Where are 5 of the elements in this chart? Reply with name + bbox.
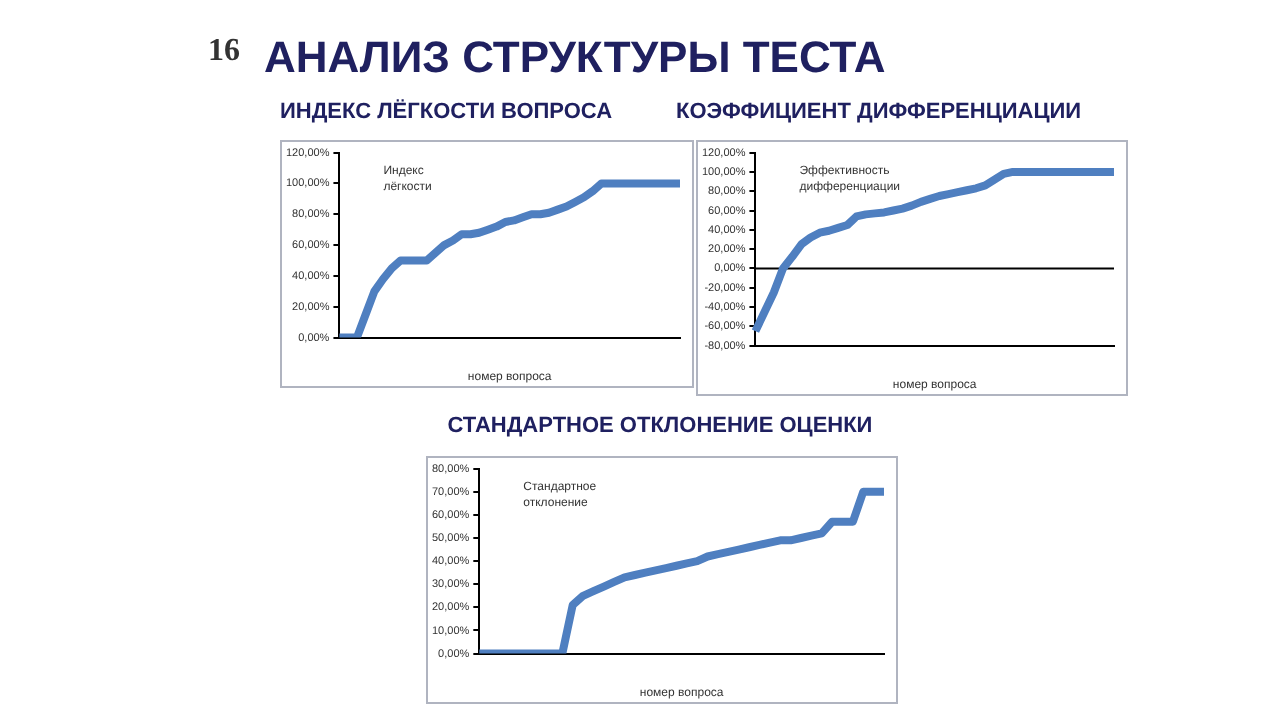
text: АНАЛИЗ СТРУКТУРЫ ТЕСТА: [264, 32, 886, 84]
chart-title: КОЭФФИЦИЕНТ ДИФФЕРЕНЦИАЦИИ: [676, 100, 1082, 124]
chart-title: СТАНДАРТНОЕ ОТКЛОНЕНИЕ ОЦЕНКИ: [445, 414, 875, 438]
text: 16: [208, 34, 240, 70]
chart-title: ИНДЕКС ЛЁГКОСТИ ВОПРОСА: [280, 100, 613, 124]
